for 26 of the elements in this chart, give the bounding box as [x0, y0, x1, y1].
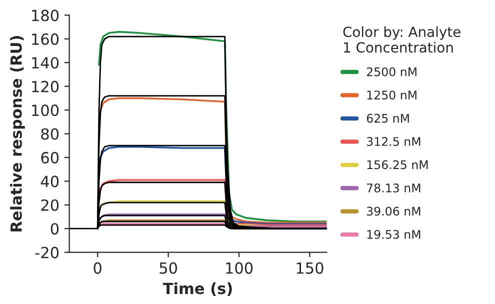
y-axis-title: Relative response (RU) — [10, 36, 25, 232]
y-tick-label: 20 — [41, 199, 59, 211]
legend-label: 156.25 nM — [367, 160, 428, 170]
legend-label: 78.13 nM — [367, 184, 420, 192]
x-tick-label: 0 — [94, 262, 102, 274]
legend-label: 312.5 nM — [366, 137, 420, 146]
y-tick-label: 160 — [32, 33, 59, 45]
y-tick-label: 120 — [32, 80, 59, 92]
legend-label: 39.06 nM — [366, 206, 420, 216]
y-tick-label: 100 — [32, 104, 59, 116]
y-tick-label: 40 — [40, 176, 59, 188]
y-tick-label: 60 — [41, 152, 59, 164]
x-tick-label: 100 — [226, 262, 253, 274]
y-tick-label: 180 — [32, 10, 59, 22]
legend-label: 2500 nM — [366, 67, 416, 76]
y-tick-label: 80 — [41, 128, 59, 140]
legend-title: Color by: Analyte 1 Concentration — [343, 26, 460, 53]
x-tick-label: 150 — [296, 262, 324, 274]
legend-label: 625 nM — [366, 114, 409, 123]
x-axis-title: Time (s) — [162, 282, 232, 296]
legend-label: 19.53 nM — [367, 230, 420, 239]
legend-label: 1250 nM — [367, 90, 416, 100]
y-tick-label: -20 — [35, 246, 59, 258]
y-tick-label: 0 — [50, 223, 59, 235]
x-tick-label: 50 — [160, 262, 178, 274]
y-tick-label: 140 — [32, 57, 59, 69]
